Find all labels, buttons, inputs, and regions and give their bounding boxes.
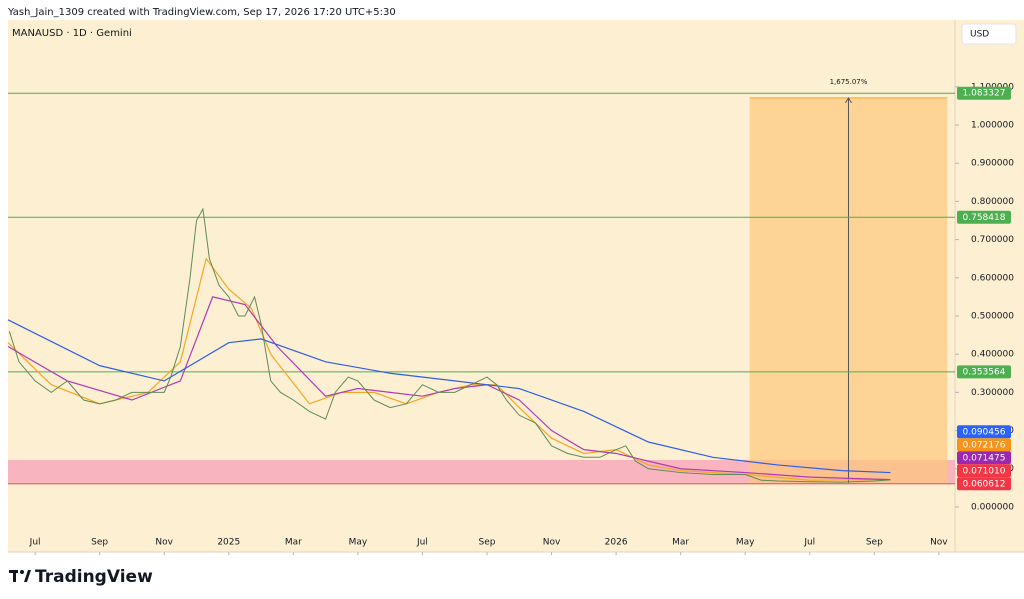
y-tick-label: 0.600000	[971, 273, 1014, 283]
x-tick-label: Jul	[416, 538, 428, 548]
x-tick-label: Nov	[543, 538, 561, 548]
y-tick-label: 0.300000	[971, 388, 1014, 398]
x-tick-label: Nov	[930, 538, 948, 548]
price-label: 0.060612	[963, 479, 1006, 489]
y-tick-label: 0.800000	[971, 197, 1014, 207]
price-label-box	[957, 451, 1011, 465]
brand-logo	[9, 570, 31, 582]
x-tick-label: Sep	[866, 538, 883, 548]
x-tick-label: Mar	[672, 538, 689, 548]
price-label: 0.071010	[963, 466, 1006, 476]
price-label-box	[957, 438, 1011, 452]
price-line	[8, 207, 891, 483]
brand: TradingView	[35, 567, 153, 587]
x-tick-label: May	[736, 538, 755, 548]
y-tick-label: 1.000000	[971, 121, 1014, 131]
y-tick-label: 0.700000	[971, 235, 1014, 245]
price-label-box	[957, 425, 1011, 439]
x-tick-label: Sep	[91, 538, 108, 548]
x-tick-label: Nov	[155, 538, 173, 548]
header: Yash_Jain_1309 created with TradingView.…	[7, 7, 396, 18]
measure-label: 1,675.07%	[830, 78, 868, 86]
y-tick-label: 0.000000	[971, 502, 1014, 512]
currency-button[interactable]	[961, 23, 1017, 45]
price-label-box	[957, 365, 1011, 379]
price-label: 0.090456	[963, 427, 1006, 437]
plot: 1,675.07%	[7, 78, 955, 485]
price-label: 0.758418	[963, 213, 1006, 223]
x-tick-label: Mar	[285, 538, 302, 548]
price-label-box	[957, 210, 1011, 224]
price-label: 0.071475	[963, 453, 1006, 463]
x-tick-label: 2025	[217, 538, 240, 548]
price-label: 0.353564	[963, 367, 1006, 377]
price-label-box	[957, 464, 1011, 478]
y-tick-label: 0.400000	[971, 350, 1014, 360]
x-tick-label: May	[349, 538, 368, 548]
y-tick-label: 0.500000	[971, 311, 1014, 321]
x-tick-label: Sep	[479, 538, 496, 548]
price-label: 0.072176	[963, 440, 1006, 450]
price-label-box	[957, 86, 1011, 100]
x-tick-label: 2026	[605, 538, 628, 548]
moving-average	[7, 319, 891, 474]
y-tick-label: 0.900000	[971, 159, 1014, 169]
symbol: MANAUSD · 1D · Gemini	[12, 28, 132, 39]
zone	[8, 459, 955, 483]
price-label: 1.083327	[963, 89, 1006, 99]
x-tick-label: Jul	[29, 538, 41, 548]
currency[interactable]: USD	[970, 30, 989, 40]
x-tick-label: Jul	[803, 538, 815, 548]
measure-arrow-head	[845, 96, 852, 104]
price-label-box	[957, 477, 1011, 491]
